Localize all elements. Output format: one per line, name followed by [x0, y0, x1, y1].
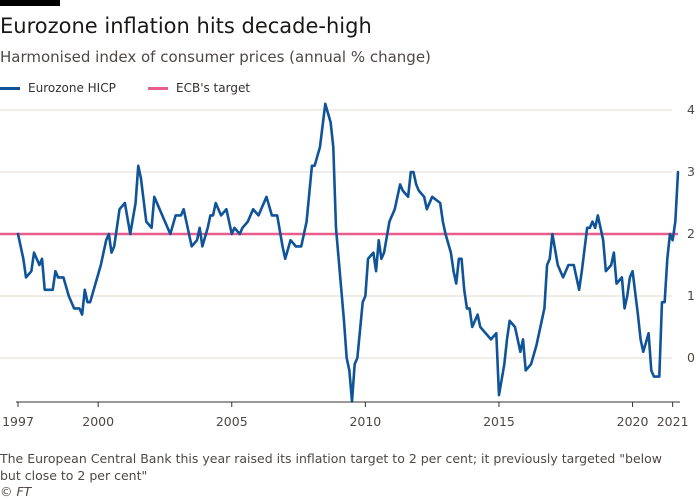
chart-subtitle: Harmonised index of consumer prices (ann…: [0, 48, 431, 66]
y-tick-label: 1: [687, 288, 695, 303]
legend-label-ecb-target: ECB's target: [176, 81, 251, 95]
chart-source: © FT: [0, 484, 32, 499]
y-tick-label: 0: [687, 350, 695, 365]
x-tick-label: 2021: [657, 414, 689, 429]
series-line-eurozone-hicp: [16, 102, 680, 403]
chart-note: The European Central Bank this year rais…: [0, 451, 663, 483]
legend-item-eurozone-hicp: Eurozone HICP: [0, 81, 116, 95]
legend-swatch-eurozone-hicp: [0, 86, 20, 90]
y-axis-labels: 0 1 2 3 4: [687, 102, 695, 365]
line-chart: 1997 2000 2005 2010 2015 2020 2021 0 1 2 3 4: [0, 102, 695, 429]
chart-title: Eurozone inflation hits decade-high: [0, 14, 372, 38]
y-tick-label: 3: [687, 164, 695, 179]
x-tick-label: 2015: [483, 414, 515, 429]
x-tick-label: 2010: [349, 414, 381, 429]
ft-brand-bar: [0, 0, 60, 6]
x-tick-label: 2005: [216, 414, 248, 429]
legend-swatch-ecb-target: [148, 86, 168, 90]
y-tick-label: 2: [687, 226, 695, 241]
x-axis: 1997 2000 2005 2010 2015 2020 2021: [2, 401, 689, 429]
y-tick-label: 4: [687, 102, 695, 117]
x-tick-label: 1997: [2, 414, 34, 429]
legend-item-ecb-target: ECB's target: [148, 81, 250, 95]
x-tick-label: 2020: [617, 414, 649, 429]
legend-label-eurozone-hicp: Eurozone HICP: [28, 81, 116, 95]
series-layer: [0, 102, 680, 403]
x-tick-label: 2000: [82, 414, 114, 429]
